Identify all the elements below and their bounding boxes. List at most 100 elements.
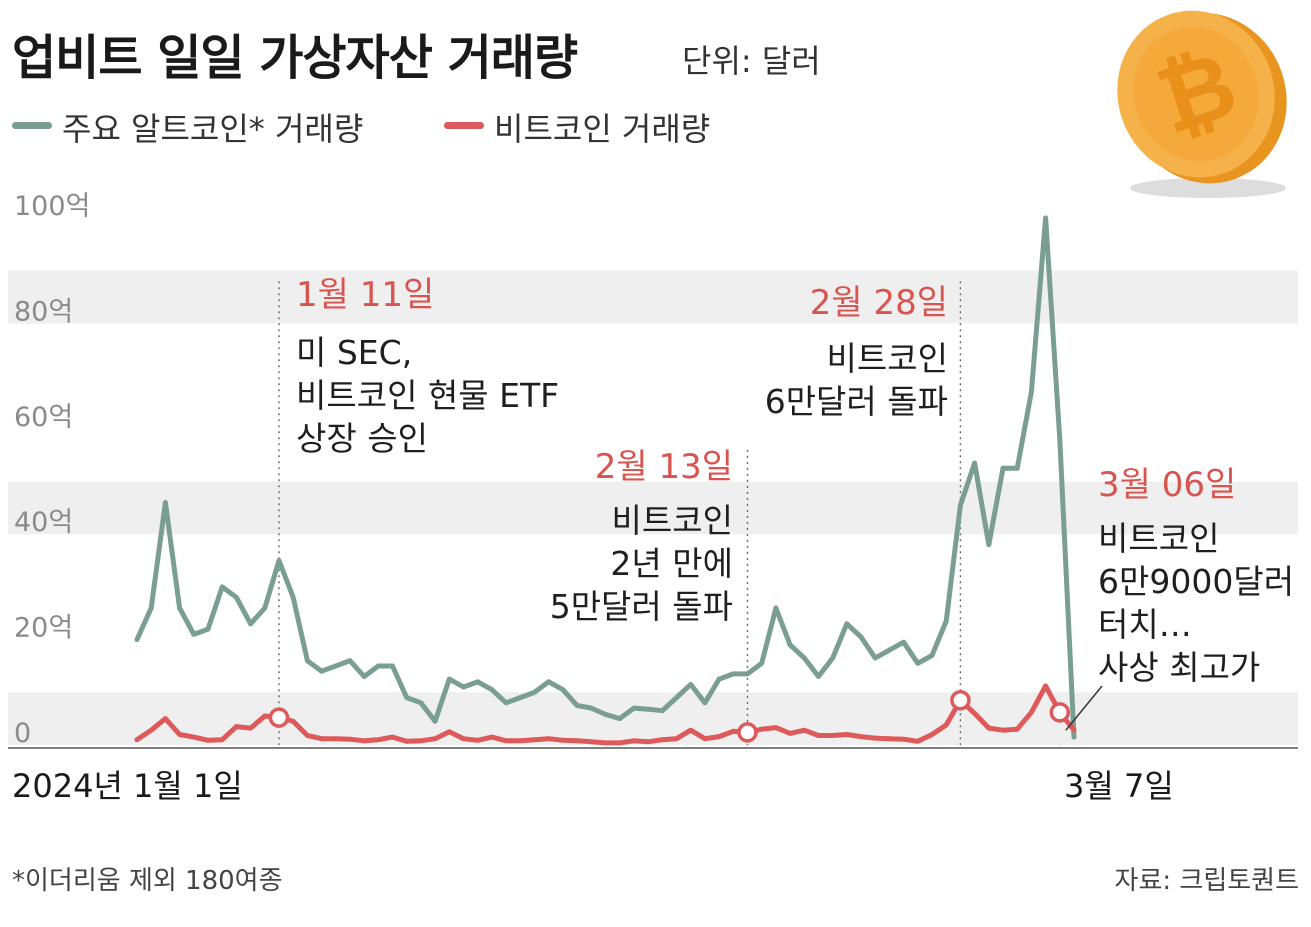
- btc-data-point: [716, 734, 722, 739]
- btc-data-point: [148, 727, 154, 733]
- alt-data-point: [418, 700, 424, 706]
- alt-data-point: [475, 679, 481, 685]
- btc-data-point: [844, 732, 850, 737]
- alt-data-point: [901, 639, 907, 645]
- alt-data-point: [872, 655, 878, 661]
- btc-data-point: [1043, 683, 1049, 689]
- alt-data-point: [631, 705, 637, 711]
- btc-data-point: [404, 738, 410, 744]
- alt-data-point: [1000, 465, 1006, 471]
- source-note: 자료: 크립토퀀트: [1114, 866, 1299, 896]
- alt-data-point: [958, 502, 963, 508]
- alt-data-point: [262, 605, 268, 611]
- alt-data-point: [972, 460, 978, 466]
- y-tick-label: 0: [14, 718, 31, 749]
- btc-data-point: [801, 727, 807, 733]
- y-tick-label: 20억: [14, 613, 73, 644]
- btc-data-point: [574, 738, 580, 744]
- alt-data-point: [617, 716, 623, 722]
- event-marker: [950, 689, 971, 711]
- btc-data-point: [588, 739, 594, 745]
- btc-data-point: [134, 737, 140, 743]
- alt-data-point: [674, 695, 679, 700]
- event-marker: [268, 707, 290, 728]
- alt-data-point: [759, 660, 765, 666]
- btc-data-point: [730, 728, 736, 734]
- annotation-text: 6만달러 돌파: [765, 382, 948, 421]
- btc-data-point: [304, 733, 310, 738]
- btc-data-point: [361, 738, 367, 744]
- annotation-text: 5만달러 돌파: [550, 587, 733, 626]
- alt-data-point: [233, 595, 239, 600]
- btc-data-point: [546, 736, 552, 742]
- alt-data-point: [702, 700, 708, 706]
- btc-data-point: [517, 738, 523, 744]
- alt-data-point: [943, 618, 949, 624]
- annotation-text: 미 SEC,: [296, 333, 412, 372]
- btc-data-point: [915, 738, 921, 744]
- alt-data-point: [588, 705, 594, 711]
- alt-data-point: [404, 695, 410, 700]
- btc-data-point: [333, 736, 339, 742]
- alt-data-point: [319, 668, 324, 674]
- btc-data-point: [702, 736, 708, 742]
- btc-data-point: [943, 722, 949, 728]
- alt-data-point: [134, 637, 140, 642]
- event-marker: [1049, 702, 1071, 723]
- annotation-text: 비트코인: [1098, 519, 1219, 558]
- btc-data-point: [759, 726, 765, 732]
- alt-data-point: [1071, 734, 1077, 740]
- alt-data-point: [375, 663, 381, 669]
- btc-data-point: [290, 718, 296, 724]
- annotation-pointer: [1065, 685, 1103, 731]
- alt-data-point: [844, 621, 850, 627]
- alt-data-point: [986, 542, 992, 548]
- alt-data-point: [304, 658, 310, 664]
- btc-data-point: [262, 713, 268, 719]
- alt-data-point: [219, 584, 225, 590]
- y-tick-label: 80억: [14, 296, 73, 327]
- alt-data-point: [659, 708, 665, 714]
- y-tick-label: 60억: [14, 402, 73, 433]
- alt-data-point: [730, 671, 736, 677]
- alt-data-point: [716, 676, 722, 682]
- alt-data-point: [489, 687, 495, 693]
- btc-data-point: [177, 732, 182, 737]
- alt-data-point: [745, 671, 750, 677]
- x-end-label: 3월 7일: [1064, 767, 1174, 805]
- alt-data-point: [1057, 436, 1063, 442]
- btc-data-point: [1071, 727, 1077, 733]
- alt-data-point: [773, 605, 779, 611]
- alt-data-point: [446, 676, 452, 682]
- x-start-label: 2024년 1월 1일: [12, 767, 243, 805]
- btc-data-point: [560, 737, 566, 743]
- btc-data-point: [858, 734, 864, 739]
- annotation-text: 2년 만에: [610, 544, 733, 583]
- btc-data-point: [901, 736, 907, 742]
- annotation-text: 사상 최고가: [1098, 648, 1260, 687]
- alt-data-point: [390, 663, 395, 669]
- legend-label-alt: 주요 알트코인* 거래량: [62, 110, 364, 148]
- btc-data-point: [830, 733, 836, 738]
- y-tick-label: 100억: [14, 191, 90, 222]
- alt-data-point: [162, 500, 168, 505]
- alt-data-point: [816, 674, 821, 679]
- legend-label-btc: 비트코인 거래량: [494, 110, 711, 148]
- y-tick-label: 40억: [14, 507, 73, 538]
- bitcoin-coin-icon: ₿: [1117, 10, 1287, 198]
- annotation-text: 비트코인: [612, 501, 733, 540]
- annotation-date: 2월 13일: [595, 447, 733, 487]
- btc-data-point: [887, 736, 892, 742]
- alt-data-point: [347, 658, 353, 664]
- btc-data-point: [532, 737, 537, 743]
- btc-data-point: [418, 738, 424, 744]
- btc-data-point: [986, 725, 992, 731]
- alt-data-point: [546, 679, 552, 685]
- event-marker: [737, 722, 758, 743]
- grid-band: [8, 481, 1298, 535]
- annotation-text: 터치…: [1098, 605, 1192, 644]
- btc-data-point: [461, 736, 466, 742]
- btc-data-point: [489, 734, 495, 740]
- alt-data-point: [858, 634, 864, 640]
- btc-data-point: [162, 716, 168, 722]
